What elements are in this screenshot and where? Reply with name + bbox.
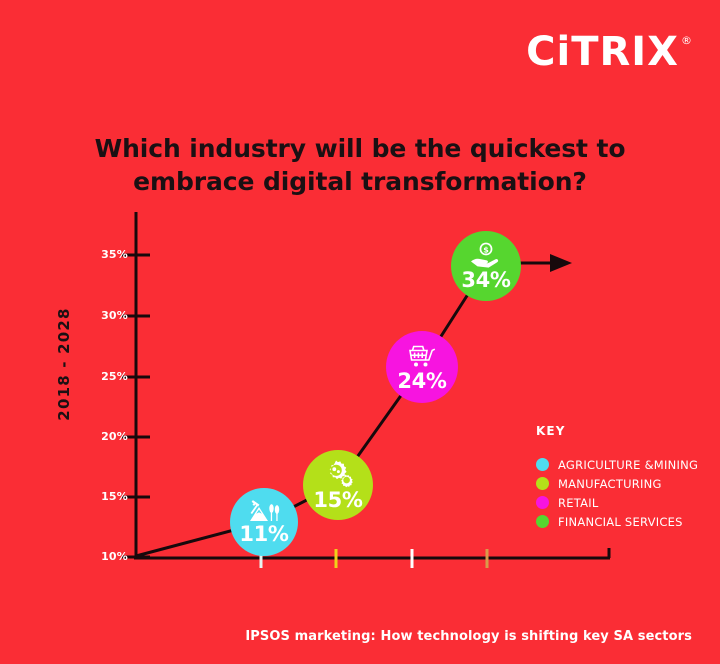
legend-item-label: AGRICULTURE &MINING	[558, 457, 699, 472]
legend-swatch-icon	[536, 496, 549, 509]
data-point-retail[interactable]: 24%	[386, 331, 458, 403]
hand-holding-coin-icon: $	[469, 242, 503, 268]
x-axis-ticks	[259, 549, 489, 568]
gears-icon	[323, 460, 353, 488]
legend-swatch-icon	[536, 477, 549, 490]
y-tick-label: 25%	[101, 370, 128, 383]
data-point-manufacturing[interactable]: 15%	[303, 450, 373, 520]
legend-swatch-icon	[536, 458, 549, 471]
y-tick-label: 35%	[101, 248, 128, 261]
data-point-value: 24%	[397, 368, 447, 393]
data-point-value: 15%	[313, 487, 363, 512]
legend-item-label: RETAIL	[558, 495, 599, 510]
data-point-agriculture-mining[interactable]: 11%	[230, 488, 298, 556]
legend-item-agriculture-mining[interactable]: AGRICULTURE &MINING	[536, 456, 716, 473]
legend-item-retail[interactable]: RETAIL	[536, 494, 716, 511]
source-caption: IPSOS marketing: How technology is shift…	[245, 629, 692, 644]
page-title: Which industry will be the quickest to e…	[0, 132, 720, 198]
data-point-financial-services[interactable]: $ 34%	[451, 231, 521, 301]
data-point-value: 34%	[461, 267, 511, 292]
registered-trademark-icon: ®	[681, 34, 692, 47]
brand-wordmark: CiTRIX	[526, 29, 679, 75]
chart-legend: KEY AGRICULTURE &MINING MANUFACTURING RE…	[536, 424, 716, 532]
y-tick-label: 20%	[101, 430, 128, 443]
data-point-value: 11%	[239, 521, 289, 546]
legend-item-label: MANUFACTURING	[558, 476, 662, 491]
legend-item-label: FINANCIAL SERVICES	[558, 514, 683, 529]
y-axis-title: 2018 - 2028	[55, 307, 73, 421]
legend-item-manufacturing[interactable]: MANUFACTURING	[536, 475, 716, 492]
legend-swatch-icon	[536, 515, 549, 528]
trend-arrow-icon	[516, 254, 572, 272]
y-tick-label: 15%	[101, 490, 128, 503]
legend-title: KEY	[536, 424, 566, 438]
citrix-logo: CiTRIX ®	[526, 32, 692, 72]
y-tick-label: 30%	[101, 309, 128, 322]
shopping-cart-icon	[405, 343, 439, 369]
y-axis-tick-labels: 35% 30% 25% 20% 15% 10%	[82, 0, 128, 664]
page-title-line-1: Which industry will be the quickest to	[94, 134, 626, 163]
trend-line	[135, 265, 488, 558]
y-axis-ticks	[122, 253, 150, 559]
y-tick-label: 10%	[101, 550, 128, 563]
pickaxe-mountain-wheat-icon	[247, 499, 281, 522]
legend-item-financial-services[interactable]: FINANCIAL SERVICES	[536, 513, 716, 530]
page-title-line-2: embrace digital transformation?	[133, 167, 587, 196]
svg-text:$: $	[483, 245, 489, 254]
